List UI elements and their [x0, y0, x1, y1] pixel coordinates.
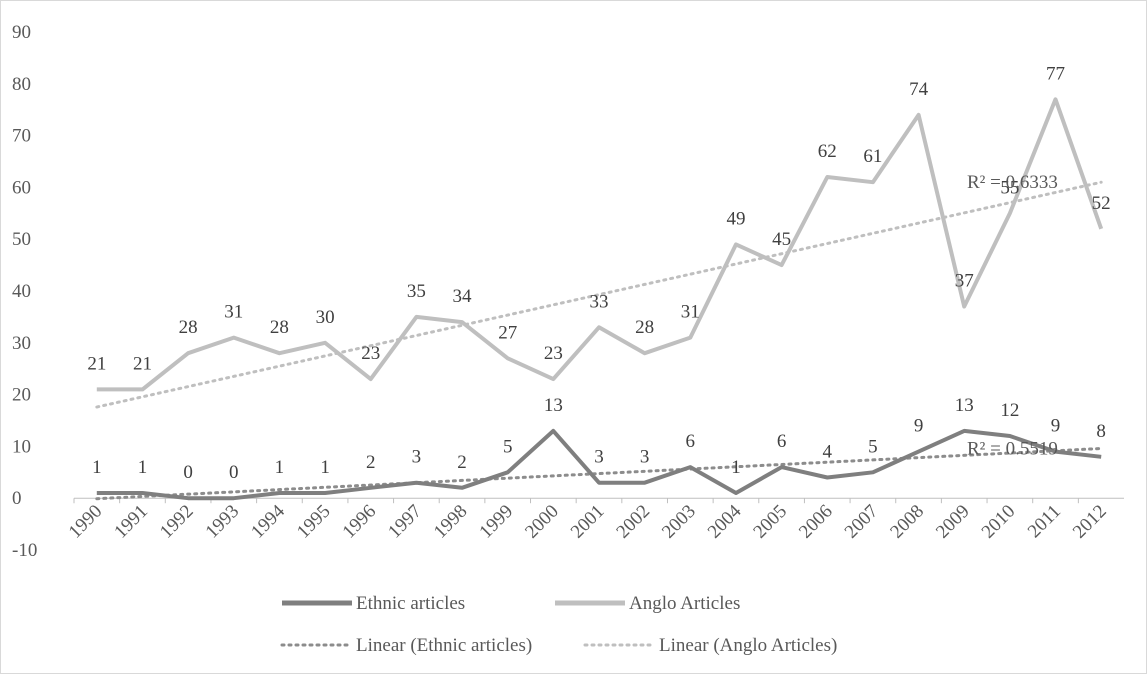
- data-label: 1: [320, 457, 330, 478]
- r2-label: R² = 0.5519: [967, 438, 1058, 459]
- data-label: 0: [183, 462, 193, 483]
- legend: Ethnic articles Anglo Articles Linear (Eth…: [280, 593, 837, 656]
- data-label: 1: [275, 457, 285, 478]
- data-label: 3: [640, 447, 650, 468]
- legend-label: Linear (Anglo Articles): [659, 635, 837, 656]
- trendlines: [95, 180, 1103, 501]
- data-label: 77: [1046, 63, 1065, 84]
- series-lines: [96, 97, 1104, 501]
- data-label: 28: [635, 317, 654, 338]
- data-label: 5: [503, 436, 513, 457]
- data-label: 31: [224, 302, 243, 323]
- trendline: [95, 446, 1103, 501]
- y-tick-label: 90: [12, 22, 31, 43]
- data-label: 37: [955, 271, 974, 292]
- data-label: 3: [594, 447, 604, 468]
- data-label: 8: [1096, 421, 1106, 442]
- data-label: 9: [1051, 416, 1061, 437]
- data-label: 21: [87, 353, 106, 374]
- y-tick-label: 70: [12, 126, 31, 147]
- y-tick-label: -10: [12, 540, 37, 561]
- data-label: 28: [179, 317, 198, 338]
- y-tick-label: 20: [12, 385, 31, 406]
- y-tick-label: 10: [12, 436, 31, 457]
- data-label: 9: [914, 416, 924, 437]
- data-label: 2: [366, 452, 376, 473]
- y-tick-label: 80: [12, 74, 31, 95]
- data-label: 74: [909, 79, 929, 100]
- data-label: 6: [686, 431, 696, 452]
- series-line: [96, 97, 1104, 392]
- data-label: 23: [544, 343, 563, 364]
- data-label: 13: [544, 395, 563, 416]
- y-axis: -10 0 10 20 30 40 50 60 70 80 90: [12, 22, 37, 561]
- data-label: 49: [726, 208, 745, 229]
- series-line: [96, 428, 1102, 501]
- data-label: 28: [270, 317, 289, 338]
- data-label: 55: [1000, 177, 1019, 198]
- data-label: 3: [412, 447, 422, 468]
- y-tick-label: 40: [12, 281, 31, 302]
- y-tick-label: 0: [12, 488, 22, 509]
- data-label: 1: [138, 457, 148, 478]
- data-label: 2: [457, 452, 467, 473]
- data-label: 1: [731, 457, 741, 478]
- legend-label: Ethnic articles: [356, 593, 465, 614]
- data-label: 13: [955, 395, 974, 416]
- data-label: 33: [590, 291, 609, 312]
- data-label: 6: [777, 431, 787, 452]
- data-label: 23: [361, 343, 380, 364]
- data-label: 31: [681, 302, 700, 323]
- data-label: 0: [229, 462, 239, 483]
- r2-label: R² = 0.6333: [967, 172, 1058, 193]
- data-label: 61: [863, 146, 882, 167]
- data-label: 52: [1092, 193, 1111, 214]
- data-label: 12: [1000, 400, 1019, 421]
- data-label: 4: [823, 441, 833, 462]
- y-tick-label: 50: [12, 229, 31, 250]
- legend-label: Linear (Ethnic articles): [356, 635, 532, 656]
- data-label: 62: [818, 141, 837, 162]
- data-label: 1: [92, 457, 102, 478]
- data-label: 45: [772, 229, 791, 250]
- data-label: 35: [407, 281, 426, 302]
- r2-labels: R² = 0.5519 R² = 0.6333: [967, 172, 1058, 459]
- data-label: 21: [133, 353, 152, 374]
- legend-label: Anglo Articles: [629, 593, 740, 614]
- data-label: 5: [868, 436, 878, 457]
- y-tick-label: 30: [12, 333, 31, 354]
- data-label: 27: [498, 322, 517, 343]
- data-label: 30: [316, 307, 335, 328]
- y-tick-label: 60: [12, 177, 31, 198]
- data-label: 34: [453, 286, 473, 307]
